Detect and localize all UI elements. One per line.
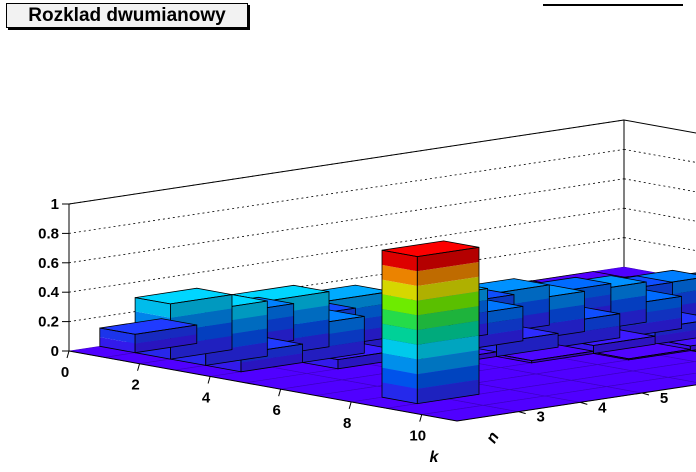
stats-box-edge <box>543 0 683 6</box>
k-axis-label: k <box>430 449 440 466</box>
n-tick-mark <box>641 392 650 396</box>
k-tick-label: 8 <box>343 415 351 432</box>
grid-line <box>68 237 625 322</box>
k-tick-mark <box>137 363 141 371</box>
k-tick-mark <box>278 389 282 397</box>
floor-cell <box>606 376 696 394</box>
n-tick-label: 5 <box>660 390 668 407</box>
n-tick-label: 3 <box>536 409 544 426</box>
bar <box>381 240 480 405</box>
chart-title: Rozklad dwumianowy <box>6 3 248 28</box>
k-axis-line <box>68 350 458 422</box>
z-tick-label: 0 <box>51 343 59 360</box>
z-tick-label: 0.2 <box>38 314 59 331</box>
grid-line <box>623 178 696 193</box>
k-tick-label: 2 <box>131 377 139 394</box>
k-tick-label: 10 <box>409 428 426 445</box>
n-axis-label: n <box>483 429 503 446</box>
k-tick-mark <box>207 376 211 384</box>
grid-line <box>623 149 696 163</box>
grid-line <box>68 207 625 293</box>
z-tick-label: 0.8 <box>38 225 59 242</box>
n-tick-label: 4 <box>598 399 607 416</box>
k-tick-label: 6 <box>272 402 280 419</box>
bars <box>99 240 696 405</box>
bar <box>99 318 198 354</box>
z-tick-label: 0.6 <box>38 255 59 272</box>
frame-lines <box>68 119 696 351</box>
floor-cell <box>659 349 696 362</box>
n-tick-mark <box>580 401 588 405</box>
k-tick-label: 0 <box>61 364 69 381</box>
grid-line <box>623 207 696 222</box>
z-tick-label: 0.4 <box>38 284 60 301</box>
frame-edge <box>623 119 696 134</box>
grid-line <box>68 149 625 234</box>
n-tick-mark <box>518 411 526 415</box>
grid-line <box>68 119 625 205</box>
floor-cell <box>633 361 696 378</box>
z-tick-label: 1 <box>51 196 59 213</box>
k-tick-mark <box>348 401 352 410</box>
k-tick-mark <box>419 414 423 422</box>
n-axis-line <box>456 384 696 422</box>
grid-line <box>68 178 625 264</box>
bar <box>496 344 594 364</box>
floor-cell <box>668 372 696 383</box>
k-tick-mark <box>66 350 70 359</box>
k-tick-label: 4 <box>202 389 211 406</box>
grid-line <box>623 237 696 251</box>
